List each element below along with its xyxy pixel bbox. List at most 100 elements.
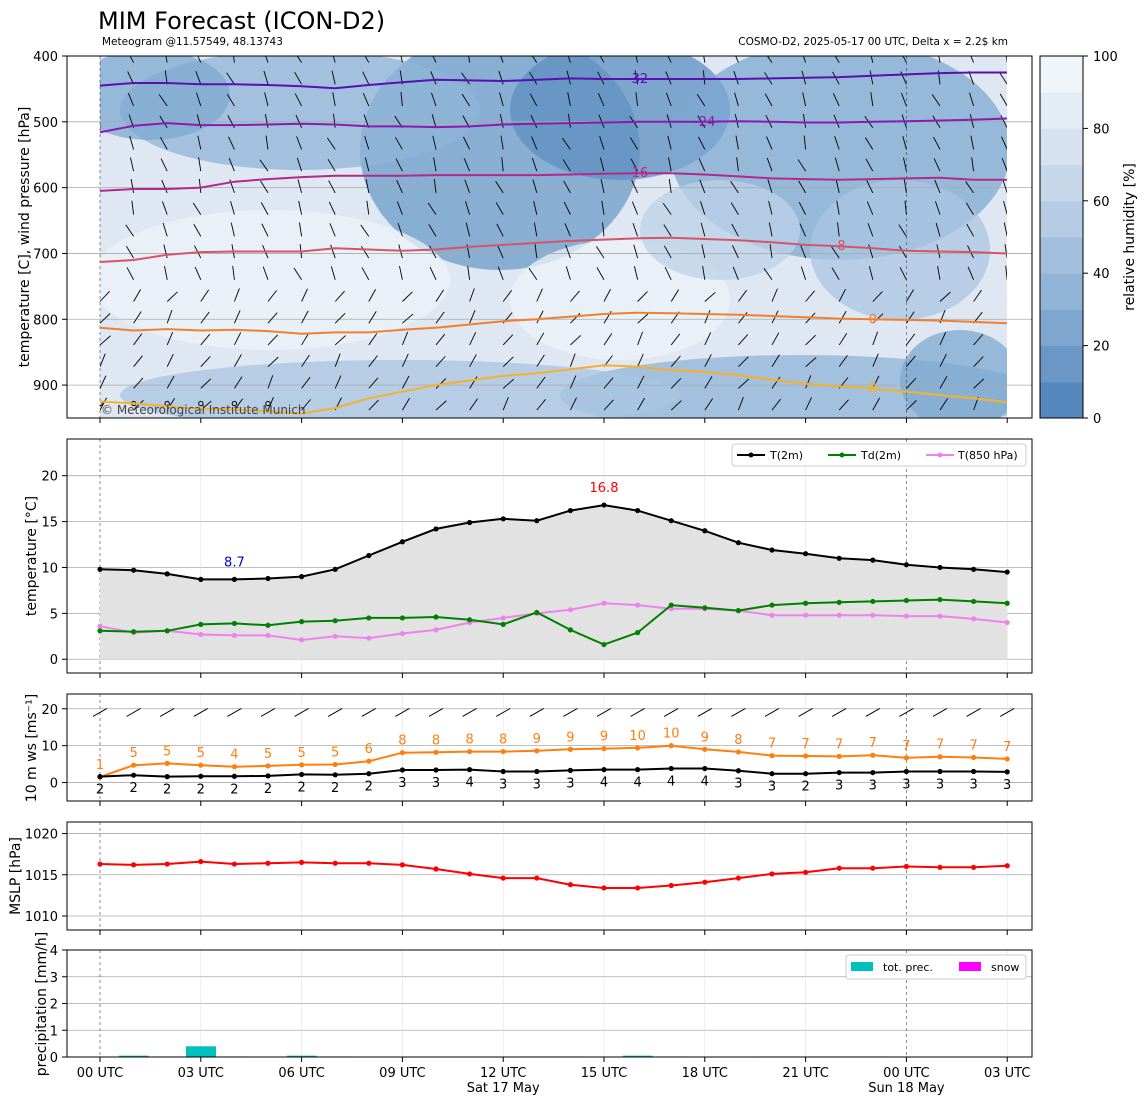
wind-barb (198, 178, 202, 193)
wind-barb (800, 244, 807, 259)
ytick-label: 0 (50, 1051, 58, 1066)
wind-barb (637, 353, 644, 367)
wind-barb (230, 201, 235, 215)
wind-barb (906, 333, 916, 346)
wind-barb (133, 355, 143, 367)
wind-barb (326, 137, 336, 150)
mean-wind-point (231, 773, 237, 779)
td2m-point (97, 628, 103, 634)
wind-barb (635, 92, 639, 107)
isotherm-label: -8 (833, 239, 846, 254)
wind-barb (630, 137, 638, 150)
wind-barb (732, 245, 739, 259)
gust-label: 8 (398, 734, 406, 749)
wind-barb (870, 92, 874, 107)
mean-wind-point (433, 767, 439, 773)
wind-barb (903, 179, 907, 193)
mslp-point (131, 862, 137, 868)
gust-label: 8 (465, 733, 473, 748)
wind-barb (665, 71, 672, 85)
mslp-point (231, 861, 237, 867)
mean-wind-label: 2 (297, 780, 305, 795)
mean-wind-label: 2 (230, 782, 238, 797)
td2m-point (601, 641, 607, 648)
wind-barb (501, 157, 504, 172)
xtick-label: 00 UTC (883, 1066, 929, 1081)
gust-point (332, 761, 338, 768)
wind-barb (902, 135, 907, 150)
isotherms: -32 -24 -16 -8 0 8 (100, 71, 1007, 415)
wind-barb (568, 113, 571, 128)
isotherm-line (100, 236, 1007, 263)
wind-barb (973, 289, 982, 302)
wind-barb (866, 201, 874, 215)
xtick-label: 03 UTC (984, 1066, 1030, 1081)
wind-barb (965, 202, 974, 215)
surface-wind-barb (630, 708, 645, 717)
wind-barb (768, 222, 773, 237)
gust-point (433, 749, 439, 755)
wind-barb (599, 136, 605, 150)
wind-barb (536, 398, 546, 411)
gust-label: 6 (365, 742, 373, 757)
wind-barb (194, 266, 202, 280)
mean-wind-label: 3 (432, 776, 440, 791)
wind-barb (166, 331, 174, 346)
t2m-point (332, 566, 338, 572)
wind-barb (265, 135, 269, 150)
wind-barb (869, 70, 874, 85)
wind-barb (600, 179, 605, 193)
wind-barb (933, 136, 941, 150)
wind-barb (906, 355, 916, 367)
wind-barb (899, 245, 907, 259)
wind-barb (495, 180, 504, 194)
wind-barb (469, 398, 478, 411)
surface-wind-barb (462, 708, 477, 717)
td2m-point (668, 602, 674, 608)
wind-barb (495, 202, 504, 215)
wind-barb (396, 201, 403, 215)
wind-barb (599, 157, 605, 172)
mean-wind-point (702, 765, 708, 772)
wind-barb (400, 56, 403, 63)
wind-barb (1001, 157, 1007, 172)
wind-barb (233, 288, 240, 302)
wind-barb (805, 397, 812, 411)
gust-label: 7 (869, 736, 877, 751)
gust-label: 7 (835, 737, 843, 752)
wind-barb (166, 375, 175, 389)
wind-barb (200, 356, 211, 367)
isotherm-label: 0 (869, 312, 877, 327)
t2m-point (836, 555, 842, 561)
t2m-point (668, 518, 674, 524)
t2m-point (131, 567, 137, 573)
figure-subtitle-location: Meteogram @11.57549, 48.13743 (102, 36, 283, 48)
wind-barb (663, 224, 672, 237)
gust-label: 7 (969, 738, 977, 753)
td2m-point (870, 598, 876, 605)
wind-barb (100, 148, 101, 150)
wind-barb (463, 158, 471, 172)
precip-bar (286, 1055, 317, 1057)
wind-barb (771, 398, 781, 411)
wind-barb (193, 223, 202, 237)
wind-barb (838, 310, 847, 324)
wind-barb (738, 378, 750, 389)
gust-point (231, 764, 237, 770)
wind-barb (904, 200, 907, 215)
gust-point (164, 760, 170, 766)
wind-barb (630, 158, 638, 172)
wind-barb (662, 202, 672, 215)
wind-barb (738, 289, 747, 302)
mean-wind-point (299, 771, 305, 778)
calm-wind-marker (100, 400, 103, 407)
t2m-point (870, 557, 876, 563)
ytick-label: 15 (41, 516, 58, 531)
wind-barb (465, 201, 471, 215)
wind-barb (464, 179, 471, 194)
wind-barb (1002, 179, 1007, 194)
td2m-point (164, 628, 170, 634)
wind-barb (158, 94, 168, 107)
mean-wind-point (836, 769, 842, 776)
gust-label: 9 (701, 730, 709, 745)
